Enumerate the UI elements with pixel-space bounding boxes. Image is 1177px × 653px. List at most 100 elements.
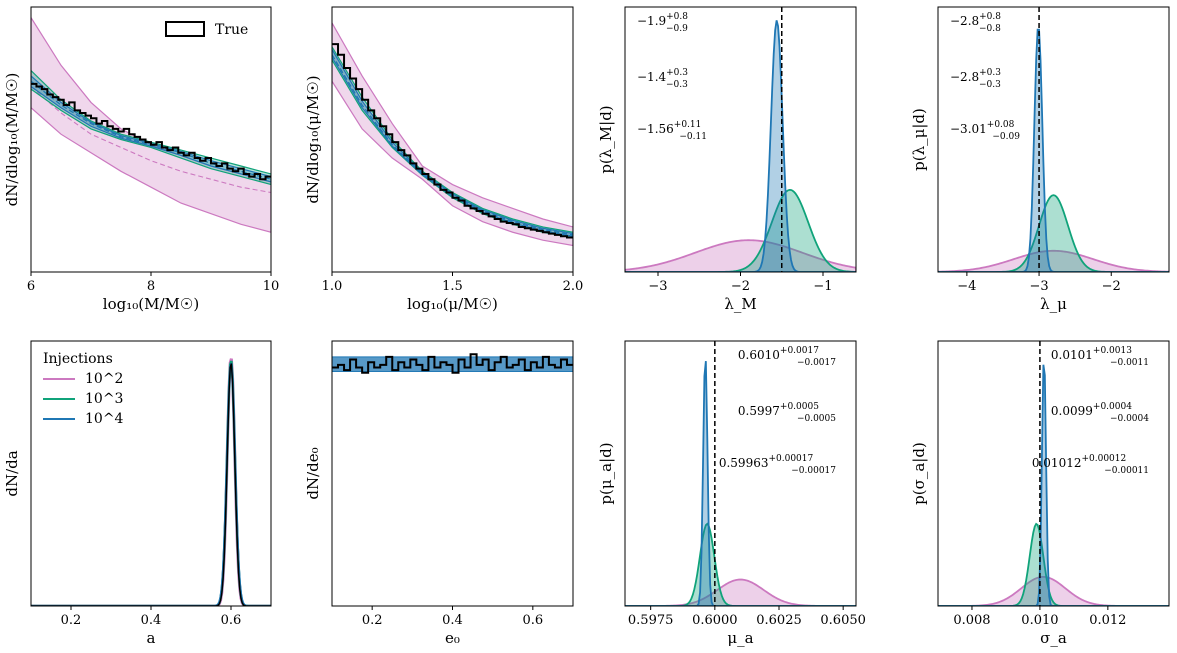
- credible-band-10^4: [332, 48, 573, 237]
- posterior-10^2: [625, 239, 856, 272]
- estimate-lower-error: −0.09: [992, 132, 1020, 142]
- estimate-value: 0.59963: [719, 456, 769, 470]
- legend: True: [165, 21, 248, 38]
- posterior-10^3: [625, 188, 856, 272]
- estimate-annotation-10^3: 0.5997+0.0005 −0.0005: [738, 402, 836, 424]
- legend-label: 10^2: [85, 371, 123, 387]
- x-tick-label: 8: [147, 279, 155, 294]
- estimate-annotation-10^3: −1.4+0.3 −0.3: [637, 68, 688, 90]
- estimate-value: −2.8: [950, 70, 979, 84]
- legend-label: 10^3: [85, 391, 123, 407]
- y-axis-label: p(σ_a|d): [910, 442, 928, 505]
- estimate-lower-error: −0.0004: [1110, 414, 1149, 424]
- estimate-lower-error: −0.8: [979, 24, 1001, 34]
- x-tick-label: 10: [263, 279, 280, 294]
- x-tick-label: 0.6025: [756, 613, 802, 628]
- injection-curve-10^3: [31, 360, 271, 606]
- y-axis-label: p(λ_M|d): [597, 105, 615, 173]
- estimate-value: −1.9: [637, 14, 666, 28]
- x-tick-label: 0.2: [61, 613, 82, 628]
- estimate-lower-error: −0.0011: [1110, 358, 1149, 368]
- estimate-lower-error: −0.0005: [797, 414, 836, 424]
- x-tick-label: 0.4: [141, 613, 162, 628]
- estimate-annotation-10^3: −2.8+0.3 −0.3: [950, 68, 1001, 90]
- true-histogram: [332, 43, 573, 239]
- credible-band-10^2: [31, 16, 271, 233]
- estimate-value: 0.0101: [1051, 348, 1093, 362]
- x-tick-label: 0.6: [221, 613, 242, 628]
- estimate-value: 0.6010: [738, 348, 780, 362]
- x-tick-label: 1.0: [322, 279, 343, 294]
- estimate-lower-error: −0.0017: [797, 358, 836, 368]
- estimate-upper-error: +0.0013: [1093, 346, 1132, 356]
- panel-p1: True 6 8 10 log₁₀(M/M☉) dN/dlog₁₀(M/M☉): [3, 6, 280, 313]
- estimate-upper-error: +0.3: [979, 68, 1001, 78]
- estimate-annotation-10^2: −1.9+0.8 −0.9: [637, 12, 688, 34]
- y-axis-label: dN/dlog₁₀(M/M☉): [3, 73, 21, 207]
- x-tick-label: 0.6050: [820, 613, 866, 628]
- x-tick-label: 0.010: [1021, 613, 1058, 628]
- legend-title: Injections: [43, 351, 113, 367]
- x-tick-label: 0.4: [442, 613, 463, 628]
- estimate-upper-error: +0.08: [987, 120, 1015, 130]
- legend-label: 10^4: [85, 411, 124, 427]
- estimate-upper-error: +0.00017: [768, 454, 813, 464]
- x-tick-label: 0.012: [1089, 613, 1126, 628]
- axes-frame: [624, 340, 857, 607]
- x-tick-label: 0.5975: [628, 613, 674, 628]
- estimate-value: 0.01012: [1032, 456, 1082, 470]
- y-axis-label: dN/da: [3, 450, 21, 496]
- x-tick-label: −4: [957, 279, 976, 294]
- plot-area: [332, 21, 573, 247]
- median-line-10^3: [332, 54, 573, 236]
- x-tick-label: 0.008: [953, 613, 990, 628]
- posterior-10^4: [625, 20, 856, 272]
- estimate-lower-error: −0.3: [979, 80, 1001, 90]
- estimate-upper-error: +0.8: [979, 12, 1001, 22]
- plot-area: [625, 7, 856, 272]
- posterior-10^2: [938, 249, 1169, 272]
- true-curve: [31, 363, 271, 606]
- posterior-10^3: [938, 194, 1169, 272]
- x-axis-label: λ_M: [724, 295, 756, 313]
- axes-frame: [30, 6, 272, 273]
- injection-curve-10^2: [31, 358, 271, 606]
- axes-frame: [937, 340, 1170, 607]
- estimate-upper-error: +0.0017: [780, 346, 819, 356]
- axes-frame: [331, 340, 574, 607]
- median-line-10^2: [31, 86, 271, 194]
- panel-p7: 0.6010+0.0017 −0.0017 0.5997+0.0005 −0.0005…: [597, 340, 866, 647]
- x-axis-label: a: [147, 629, 156, 647]
- estimate-value: 0.0099: [1051, 404, 1093, 418]
- x-tick-label: −3: [648, 279, 667, 294]
- true-histogram: [332, 353, 573, 374]
- panel-p5: Injections 10^2 10^3 10^4 0.2 0.4 0.6 a dN/da: [3, 340, 272, 647]
- median-line-10^4: [332, 54, 573, 236]
- estimate-lower-error: −0.11: [679, 132, 707, 142]
- estimate-annotation-10^3: 0.0099+0.0004 −0.0004: [1051, 402, 1149, 424]
- estimate-annotation-10^2: −2.8+0.8 −0.8: [950, 12, 1001, 34]
- y-axis-label: p(μ_a|d): [597, 442, 615, 504]
- x-axis-label: λ_μ: [1040, 295, 1067, 313]
- panel-p4: −2.8+0.8 −0.8−2.8+0.3 −0.3−3.01+0.08 −0.09−…: [910, 6, 1170, 313]
- x-tick-label: −1: [813, 279, 832, 294]
- credible-band-10^3: [332, 45, 573, 239]
- x-tick-label: −2: [731, 279, 750, 294]
- true-histogram: [31, 82, 271, 181]
- x-tick-label: 1.5: [442, 279, 463, 294]
- legend-swatch-true: [165, 21, 205, 37]
- estimate-value: −1.56: [637, 122, 674, 136]
- estimate-lower-error: −0.9: [666, 24, 688, 34]
- y-axis-label: dN/de₀: [304, 447, 322, 499]
- credible-band-10^2: [332, 21, 573, 247]
- estimate-lower-error: −0.00011: [1104, 466, 1149, 476]
- estimate-upper-error: +0.3: [666, 68, 688, 78]
- x-tick-label: 0.2: [362, 613, 383, 628]
- y-axis-label: p(λ_μ|d): [910, 108, 928, 171]
- estimate-lower-error: −0.00017: [791, 466, 836, 476]
- posterior-10^4: [938, 364, 1169, 606]
- estimate-upper-error: +0.00012: [1081, 454, 1126, 464]
- estimate-value: −1.4: [637, 70, 667, 84]
- plot-area: [31, 358, 271, 606]
- panel-p8: 0.0101+0.0013 −0.0011 0.0099+0.0004 −0.0004…: [910, 340, 1170, 647]
